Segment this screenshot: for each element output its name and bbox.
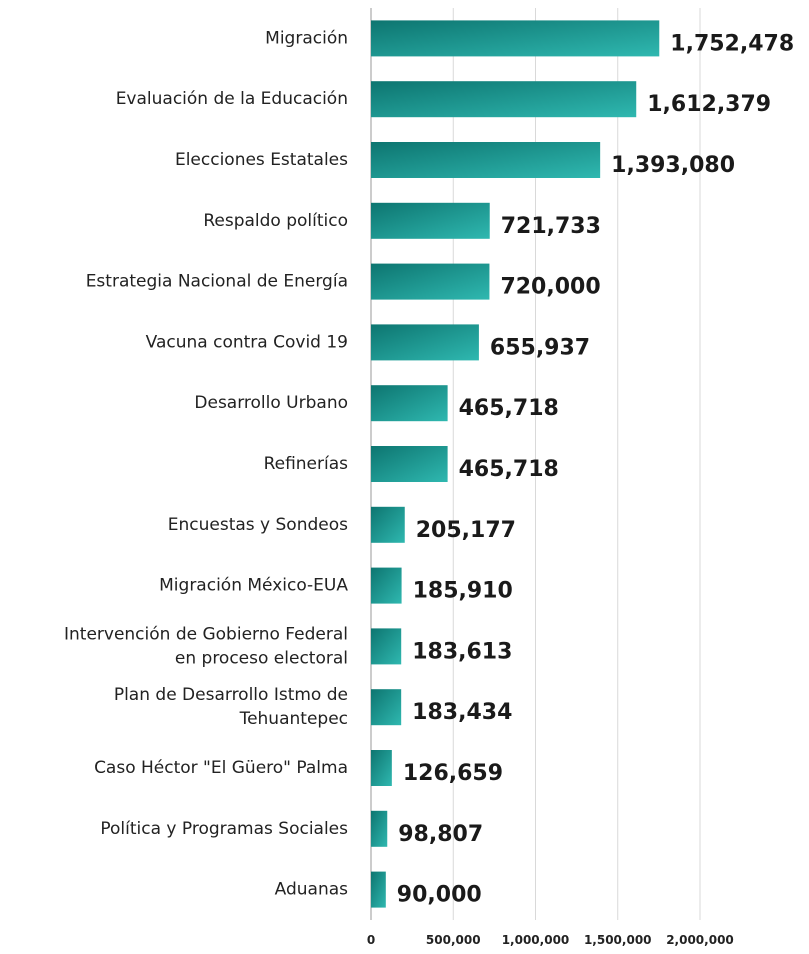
x-tick-label: 0 <box>367 933 375 947</box>
category-label: Política y Programas Sociales <box>100 819 348 839</box>
category-label: Migración México-EUA <box>159 576 348 596</box>
bar <box>371 142 601 178</box>
category-label: Respaldo político <box>203 211 348 231</box>
bar <box>371 750 392 786</box>
value-label: 1,752,478 <box>670 31 794 56</box>
value-label: 185,910 <box>413 579 513 604</box>
value-label: 98,807 <box>398 822 483 847</box>
x-tick-label: 500,000 <box>426 933 481 947</box>
category-label: Vacuna contra Covid 19 <box>146 332 348 352</box>
x-tick-label: 2,000,000 <box>666 933 734 947</box>
category-label: Intervención de Gobierno Federal en proce… <box>64 624 348 668</box>
value-label: 1,612,379 <box>647 92 771 117</box>
bar <box>371 628 402 665</box>
bar <box>371 20 660 57</box>
x-tick-label: 1,500,000 <box>584 933 652 947</box>
value-label: 183,613 <box>412 639 512 664</box>
bar <box>371 324 479 361</box>
value-label: 720,000 <box>500 275 600 300</box>
bar <box>371 810 388 847</box>
value-labels: 1,752,478 1,612,379 1,393,080 721,733 720,00… <box>397 31 794 907</box>
value-label: 465,718 <box>459 396 559 421</box>
category-labels: Migración Evaluación de la Educación Elecc… <box>64 28 348 899</box>
value-label: 465,718 <box>459 457 559 482</box>
category-label: Migración <box>265 28 348 48</box>
bar <box>371 567 402 604</box>
category-label: Estrategia Nacional de Energía <box>86 272 348 292</box>
value-label: 1,393,080 <box>611 153 735 178</box>
bar <box>371 446 448 482</box>
value-label: 90,000 <box>397 883 482 908</box>
bar <box>371 385 448 422</box>
category-label: Refinerías <box>264 454 349 474</box>
value-label: 126,659 <box>403 761 503 786</box>
bar <box>371 506 405 543</box>
value-label: 205,177 <box>416 518 516 543</box>
bar <box>371 871 386 908</box>
category-label: Caso Héctor "El Güero" Palma <box>94 758 348 778</box>
value-label: 183,434 <box>412 700 512 725</box>
category-label: Encuestas y Sondeos <box>168 515 348 535</box>
value-label: 721,733 <box>501 214 601 239</box>
x-axis: 0 500,000 1,000,000 1,500,000 2,000,000 <box>367 933 734 947</box>
value-label: 655,937 <box>490 335 590 360</box>
category-label: Aduanas <box>275 880 349 900</box>
bar <box>371 689 402 726</box>
bar <box>371 202 490 239</box>
x-tick-label: 1,000,000 <box>502 933 570 947</box>
bar <box>371 81 637 118</box>
category-label: Elecciones Estatales <box>175 150 348 170</box>
category-label: Plan de Desarrollo Istmo de Tehuantepec <box>114 685 348 729</box>
category-label: Desarrollo Urbano <box>194 393 348 413</box>
bars <box>371 20 660 908</box>
category-label: Evaluación de la Educación <box>116 89 348 109</box>
bar <box>371 263 490 300</box>
